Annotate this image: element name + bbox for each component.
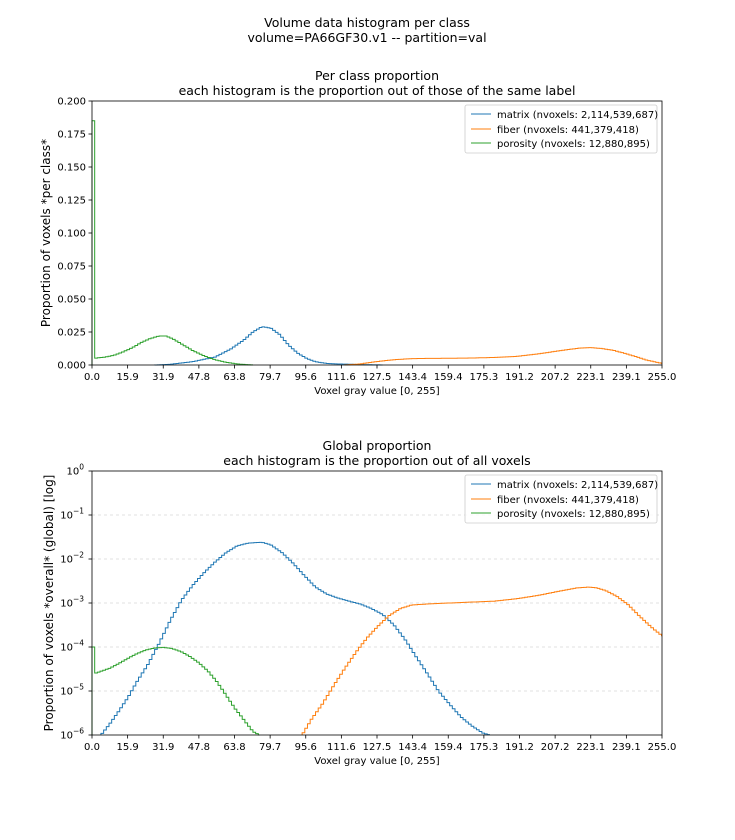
- x-tick-label: 175.3: [470, 372, 499, 383]
- y-tick-label: 0.125: [57, 196, 86, 207]
- x-tick-label: 47.8: [188, 372, 210, 383]
- x-tick-label: 63.8: [223, 742, 245, 753]
- global-series: [91, 541, 663, 736]
- x-tick-label: 79.7: [259, 372, 281, 383]
- global-y-ticks: 10−6 10−5 10−4 10−3 10−2 10−1 100: [60, 463, 92, 742]
- x-tick-label: 79.7: [259, 742, 281, 753]
- x-tick-label: 31.9: [152, 372, 174, 383]
- x-tick-label: 255.0: [648, 742, 677, 753]
- x-tick-label: 207.2: [541, 742, 570, 753]
- per-class-legend-box: [464, 104, 658, 154]
- x-tick-label: 15.9: [116, 372, 138, 383]
- legend-matrix-label: matrix (nvoxels: 2,114,539,687): [497, 480, 658, 491]
- x-tick-label: 223.1: [576, 372, 605, 383]
- x-tick-label: 0.0: [84, 742, 100, 753]
- x-tick-label: 127.5: [363, 372, 392, 383]
- figure-subtitle: volume=PA66GF30.v1 -- partition=val: [247, 30, 486, 45]
- x-tick-label: 95.6: [295, 742, 317, 753]
- x-tick-label: 239.1: [612, 372, 641, 383]
- y-tick-label: 0.100: [57, 229, 86, 240]
- x-tick-label: 143.4: [398, 742, 427, 753]
- series-fiber-line: [301, 586, 663, 735]
- y-tick-label: 100: [66, 463, 84, 478]
- y-tick-label: 0.000: [57, 361, 86, 372]
- per-class-x-ticks: 0.0 15.9 31.9 47.8 63.8 79.7 95.6 111.6 127.5 143…: [84, 365, 676, 383]
- x-tick-label: 111.6: [327, 742, 356, 753]
- per-class-subtitle: each histogram is the proportion out of …: [179, 83, 576, 98]
- legend-fiber-label: fiber (nvoxels: 441,379,418): [497, 495, 639, 506]
- series-matrix-line: [100, 541, 490, 736]
- legend-porosity-label: porosity (nvoxels: 12,880,895): [497, 139, 650, 150]
- y-tick-label: 10−1: [60, 507, 84, 522]
- per-class-axes: Per class proportion each histogram is t…: [39, 68, 676, 397]
- x-tick-label: 111.6: [327, 372, 356, 383]
- per-class-legend: matrix (nvoxels: 2,114,539,687) fiber (n…: [464, 104, 658, 154]
- global-y-label: Proportion of voxels *overall* (global) …: [42, 475, 56, 732]
- x-tick-label: 175.3: [470, 742, 499, 753]
- x-tick-label: 0.0: [84, 372, 100, 383]
- x-tick-label: 159.4: [434, 372, 463, 383]
- per-class-y-ticks: 0.000 0.025 0.050 0.075 0.100 0.125 0.150 0.175…: [57, 97, 92, 372]
- y-tick-label: 0.025: [57, 328, 86, 339]
- x-tick-label: 95.6: [295, 372, 317, 383]
- global-legend-box: [464, 474, 658, 524]
- per-class-y-label: Proportion of voxels *per class*: [39, 139, 53, 327]
- x-tick-label: 15.9: [116, 742, 138, 753]
- y-tick-label: 0.050: [57, 295, 86, 306]
- x-tick-label: 207.2: [541, 372, 570, 383]
- y-tick-label: 10−4: [60, 639, 84, 654]
- legend-porosity-label: porosity (nvoxels: 12,880,895): [497, 509, 650, 520]
- global-subtitle: each histogram is the proportion out of …: [223, 453, 530, 468]
- y-tick-label: 10−3: [60, 595, 84, 610]
- legend-matrix-label: matrix (nvoxels: 2,114,539,687): [497, 110, 658, 121]
- figure-title: Volume data histogram per class: [264, 15, 470, 30]
- global-axes: Global proportion each histogram is the …: [42, 438, 676, 767]
- global-x-label: Voxel gray value [0, 255]: [314, 756, 439, 767]
- x-tick-label: 143.4: [398, 372, 427, 383]
- x-tick-label: 127.5: [363, 742, 392, 753]
- x-tick-label: 191.2: [505, 742, 534, 753]
- global-x-ticks: 0.0 15.9 31.9 47.8 63.8 79.7 95.6 111.6 127.5 143…: [84, 735, 676, 753]
- y-tick-label: 10−6: [60, 727, 84, 742]
- global-title: Global proportion: [323, 438, 432, 453]
- series-porosity-line: [91, 120, 253, 366]
- per-class-x-label: Voxel gray value [0, 255]: [314, 386, 439, 397]
- x-tick-label: 191.2: [505, 372, 534, 383]
- per-class-series: [91, 120, 662, 366]
- y-tick-label: 0.200: [57, 97, 86, 108]
- x-tick-label: 239.1: [612, 742, 641, 753]
- x-tick-label: 47.8: [188, 742, 210, 753]
- x-tick-label: 223.1: [576, 742, 605, 753]
- y-tick-label: 10−5: [60, 683, 84, 698]
- y-tick-label: 0.075: [57, 262, 86, 273]
- y-tick-label: 0.150: [57, 163, 86, 174]
- x-tick-label: 159.4: [434, 742, 463, 753]
- x-tick-label: 255.0: [648, 372, 677, 383]
- per-class-title: Per class proportion: [315, 68, 439, 83]
- x-tick-label: 31.9: [152, 742, 174, 753]
- series-fiber-line: [344, 347, 662, 366]
- x-tick-label: 63.8: [223, 372, 245, 383]
- series-porosity-line: [91, 646, 260, 736]
- legend-fiber-label: fiber (nvoxels: 441,379,418): [497, 125, 639, 136]
- series-matrix-line: [154, 326, 383, 366]
- y-tick-label: 0.175: [57, 130, 86, 141]
- global-legend: matrix (nvoxels: 2,114,539,687) fiber (n…: [464, 474, 658, 524]
- y-tick-label: 10−2: [60, 551, 84, 566]
